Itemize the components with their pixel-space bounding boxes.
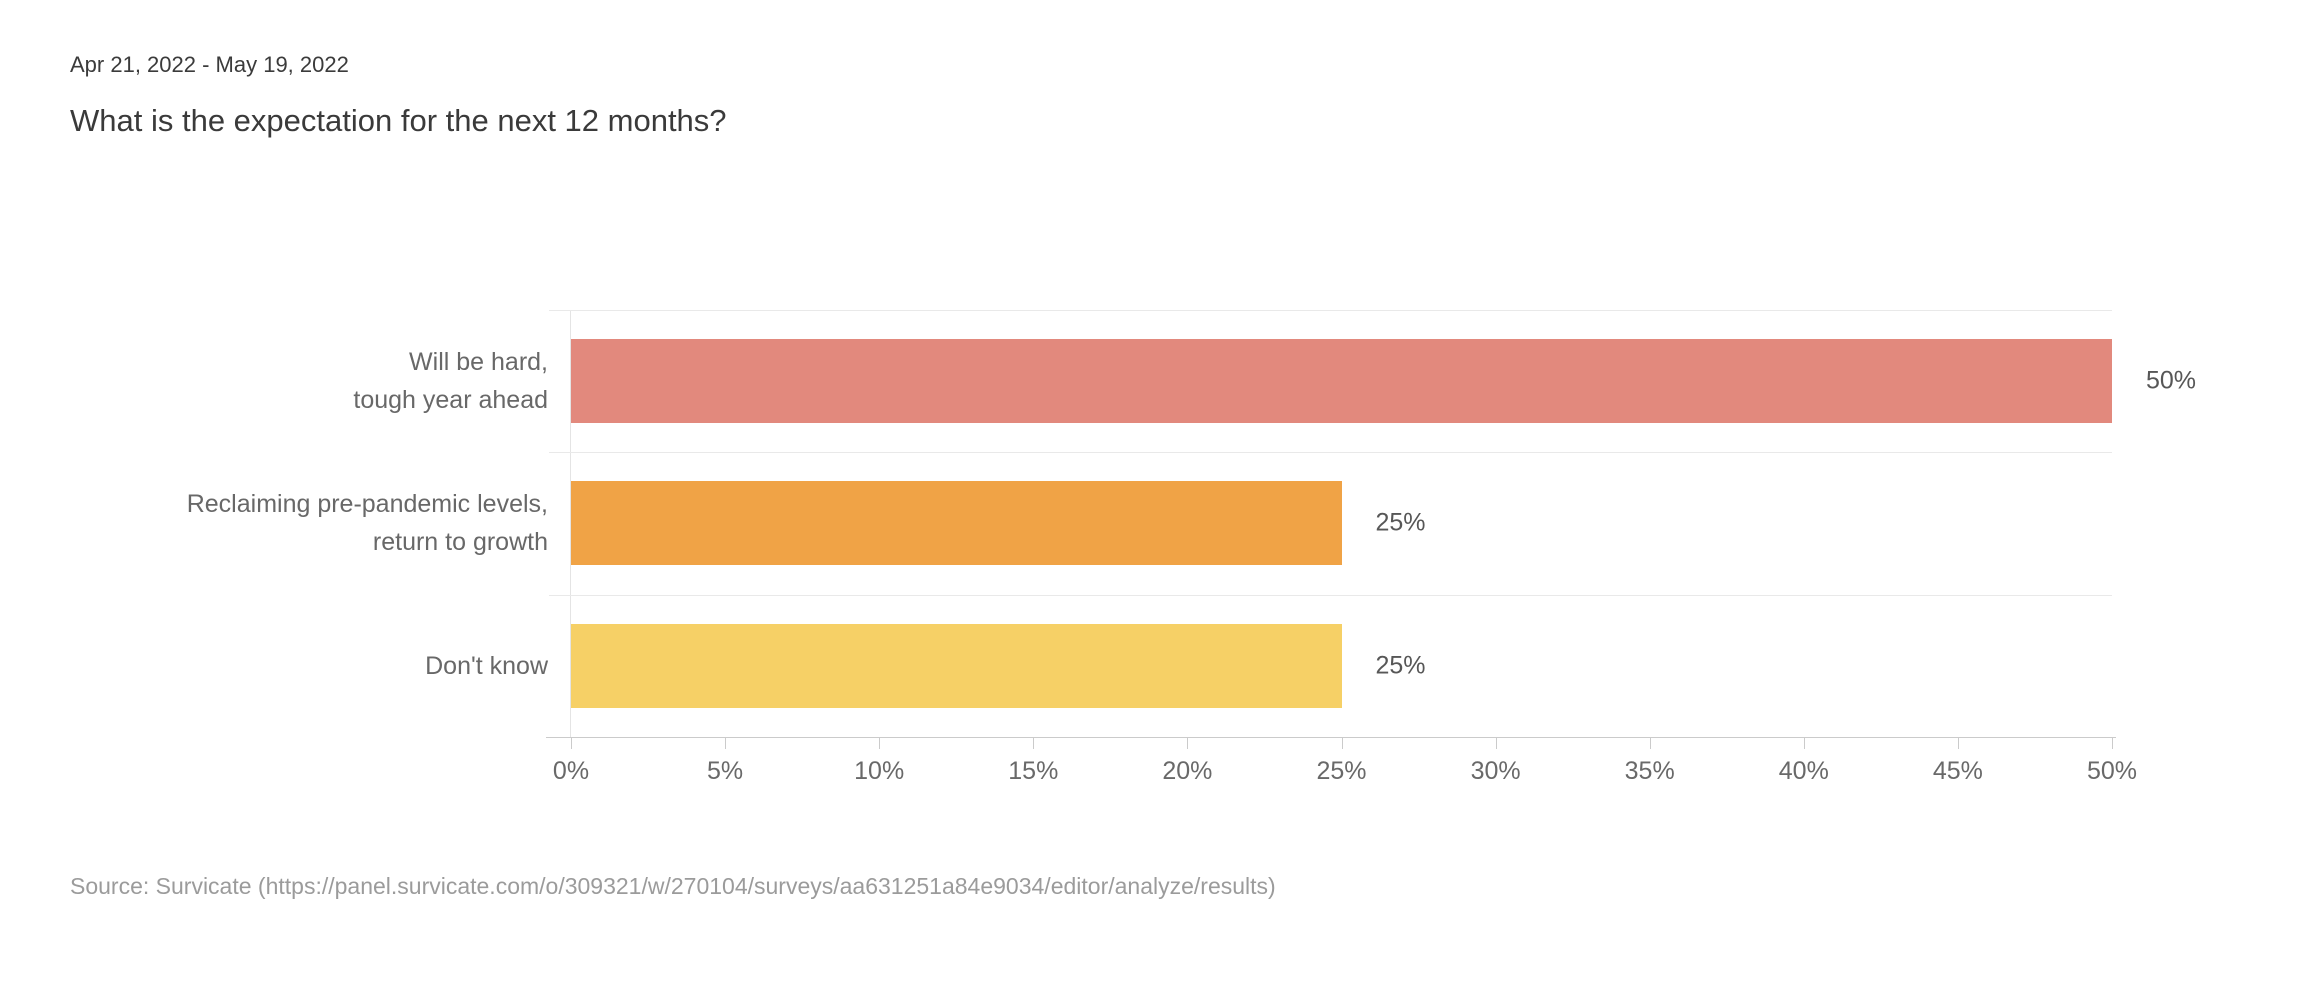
category-label: Reclaiming pre-pandemic levels, return t… [186,490,548,557]
x-axis-tick-label: 30% [1470,757,1521,785]
value-label: 25% [1375,508,1426,537]
source-note: Source: Survicate (https://panel.survica… [70,873,1276,899]
category-label: Will be hard, tough year ahead [353,348,548,415]
category-label: Don't know [425,651,548,680]
chart-row: Don't know 25% [425,594,2112,737]
bar [571,481,1342,566]
x-axis-tick [1033,738,1035,749]
x-axis-tick [1649,738,1651,749]
x-axis-tick [1957,738,1959,749]
value-label: 50% [2146,366,2197,395]
page-title: What is the expectation for the next 12 … [70,103,727,138]
x-axis-tick [1803,738,1805,749]
x-axis: 0% 5% 10% 15% 20% 25% 30% 35% 40% 45% 50% [546,737,2137,785]
date-range: Apr 21, 2022 - May 19, 2022 [70,52,349,77]
x-axis-tick-label: 25% [1316,757,1367,785]
x-axis-tick-label: 35% [1624,757,1675,785]
gridline [549,594,2112,596]
x-axis-tick-label: 20% [1162,757,1213,785]
x-axis-tick [879,738,881,749]
x-axis-tick-label: 5% [707,757,744,785]
x-axis-tick-label: 50% [2086,757,2138,785]
bar [571,623,1342,708]
gridline [549,310,2112,311]
x-axis-tick [1495,738,1497,749]
x-axis-tick [2112,738,2113,749]
x-axis-tick-label: 0% [552,757,590,785]
x-axis-tick-label: 10% [854,757,905,785]
gridline [549,452,2112,454]
x-axis-tick-label: 15% [1008,757,1059,785]
bar-chart-plot-area: Will be hard, tough year ahead 50% Reclaim… [187,310,2196,785]
x-axis-tick [1187,738,1189,749]
x-axis-tick-label: 45% [1932,757,1983,785]
x-axis-tick [725,738,727,749]
bar [571,339,2112,423]
x-axis-tick-label: 40% [1778,757,1829,785]
chart-row: Will be hard, tough year ahead 50% [353,310,2196,452]
x-axis-tick [1341,738,1343,749]
chart-row: Reclaiming pre-pandemic levels, return t… [187,452,2112,594]
x-axis-tick [571,738,572,749]
value-label: 25% [1375,651,1426,680]
